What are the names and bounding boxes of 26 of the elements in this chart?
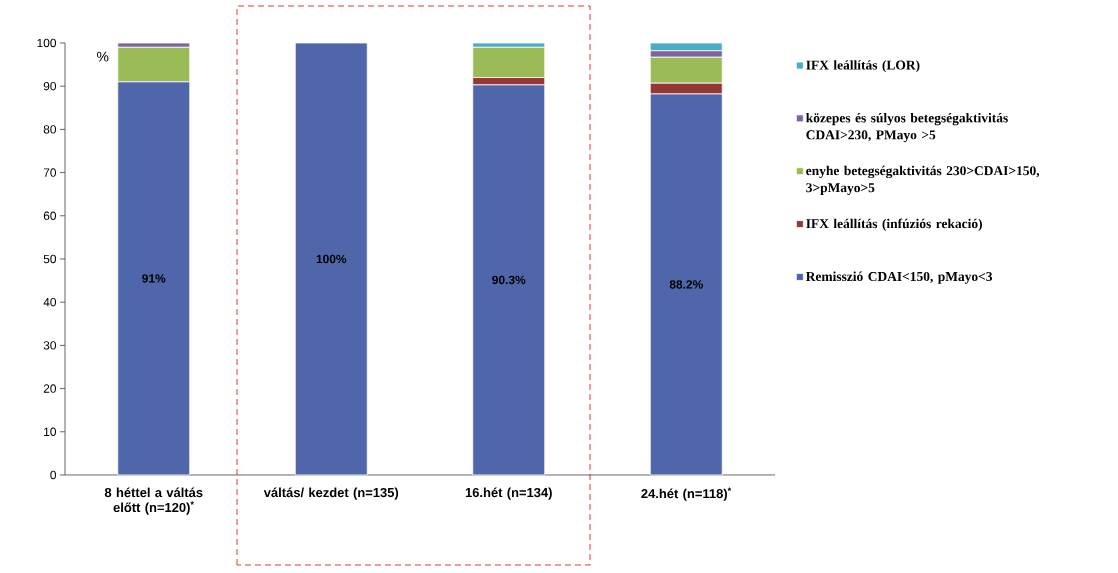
legend-label: IFX leállítás (LOR) [806, 60, 920, 73]
y-axis-title: % [97, 51, 109, 62]
legend-label: IFX leállítás (infúziós rekació) [806, 218, 982, 231]
x-tick-label: 24.hét (n=118)$^{*}$ [641, 487, 732, 501]
data-label: 100% [316, 254, 347, 264]
data-label: 91% [142, 274, 166, 283]
legend-label: enyhe betegségaktivitás 230>CDAI>150, 3>pMayo>5 [806, 165, 1040, 195]
y-tick-label: 80 [43, 125, 57, 134]
y-tick-label: 40 [43, 297, 57, 307]
y-tick-label: 50 [43, 254, 57, 264]
x-tick-label: 8 héttel a váltás előtt (n=120)$^{*}$ [104, 487, 203, 515]
x-tick-label: 16.hét (n=134) [465, 487, 552, 500]
data-label: 88.2% [669, 280, 703, 289]
y-tick-label: 70 [43, 168, 57, 177]
y-tick-label: 100 [37, 38, 57, 48]
x-tick-label: váltás/ kezdet (n=135) [263, 487, 399, 500]
y-tick-label: 60 [43, 211, 57, 221]
data-label: 90.3% [492, 275, 526, 285]
y-tick-label: 90 [43, 81, 57, 91]
y-tick-label: 20 [43, 384, 57, 393]
y-tick-label: 30 [43, 341, 57, 350]
y-tick-label: 10 [44, 427, 57, 437]
legend-label: Remisszió CDAI<150, pMayo<3 [805, 271, 993, 284]
y-tick-label: 0 [50, 470, 57, 480]
legend-label: közepes és súlyos betegségaktivitás CDAI>230, PMayo >5 [806, 112, 1008, 143]
bar [294, 42, 368, 476]
